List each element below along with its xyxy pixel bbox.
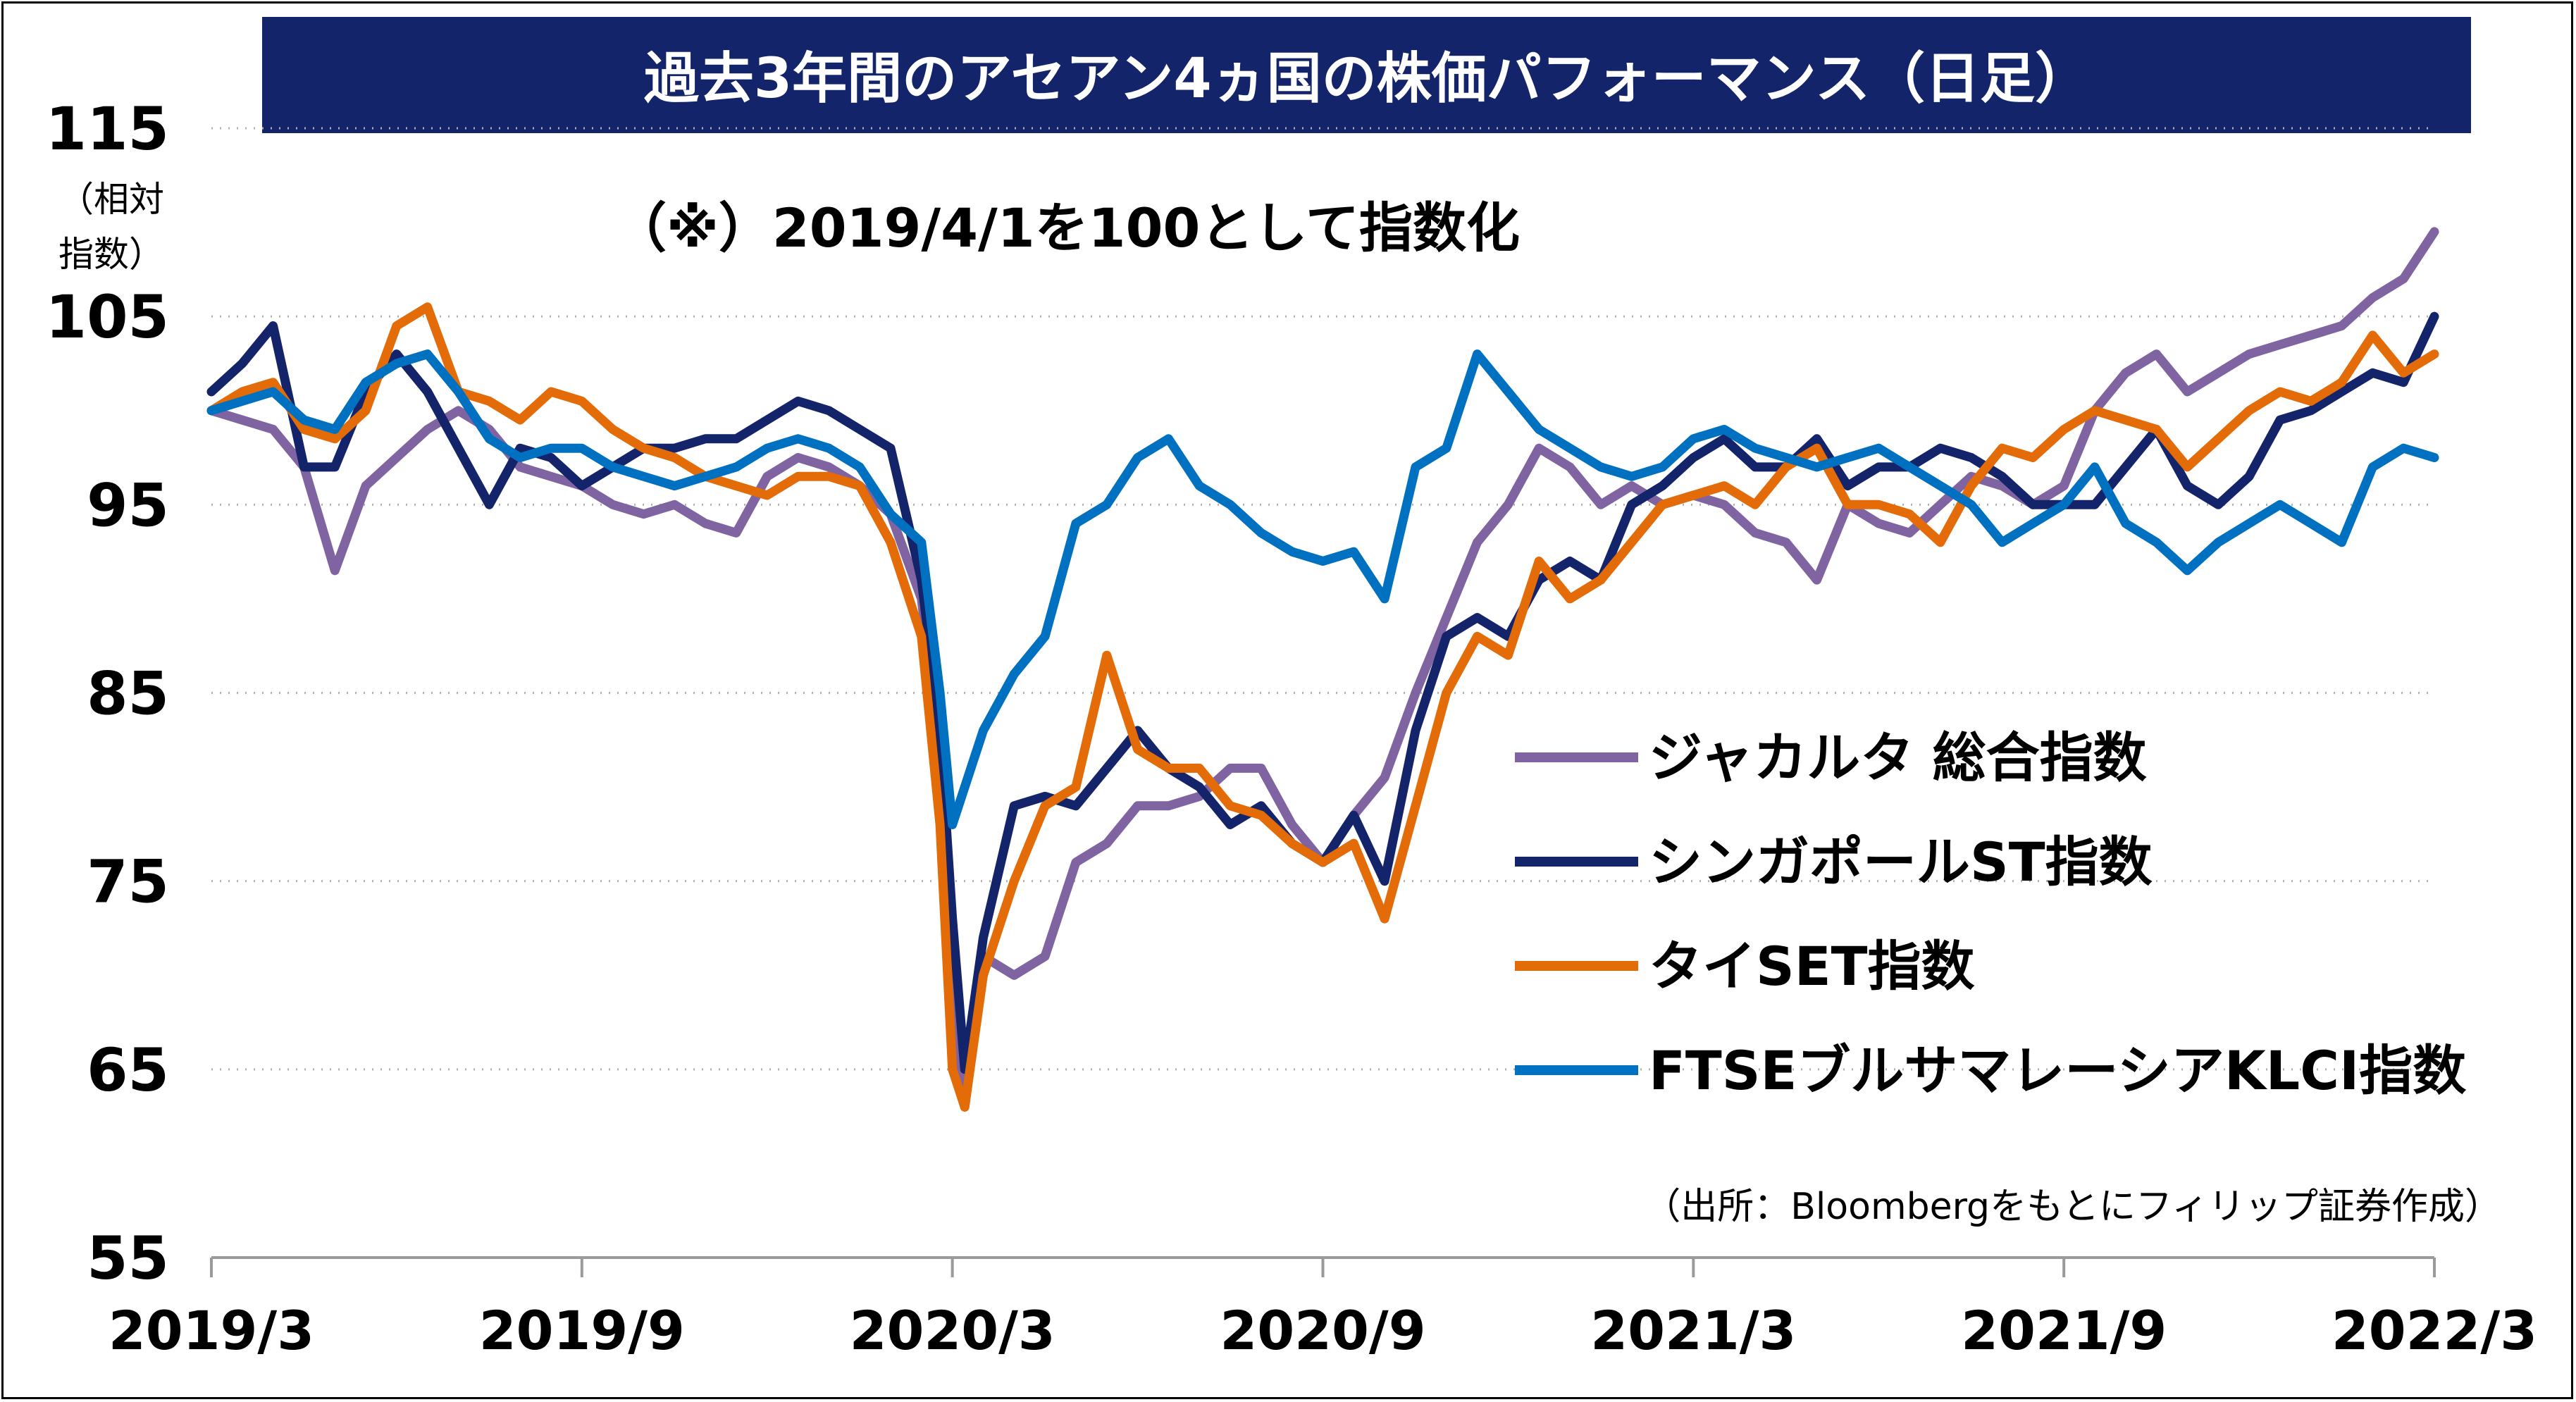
- y-tick-label: 75: [87, 848, 169, 917]
- legend-label: FTSEブルサマレーシアKLCI指数: [1649, 1039, 2466, 1102]
- y-tick-label: 115: [46, 94, 169, 163]
- y-tick-label: 95: [87, 471, 169, 540]
- series-line-2: [206, 311, 2439, 1074]
- chart-note: （※）2019/4/1を100として指数化: [613, 197, 1520, 259]
- x-tick-label: 2021/3: [1590, 1299, 1796, 1362]
- series-line-3: [206, 302, 2439, 1112]
- y-tick-label: 65: [87, 1036, 169, 1105]
- legend-label: シンガポールST指数: [1649, 831, 2153, 893]
- x-tick-label: 2022/3: [2332, 1299, 2537, 1362]
- y-axis-label-line2: 指数）: [58, 234, 164, 275]
- legend-label: ジャカルタ 総合指数: [1649, 726, 2147, 789]
- x-tick-label: 2020/3: [850, 1299, 1055, 1362]
- y-axis-label-line1: （相対: [58, 179, 164, 220]
- series-line-1: [206, 227, 2439, 1112]
- source-note: （出所：Bloombergをもとにフィリップ証券作成）: [1644, 1186, 2501, 1228]
- series-line-4: [206, 349, 2439, 829]
- x-tick-label: 2021/9: [1961, 1299, 2167, 1362]
- x-tick-label: 2020/9: [1220, 1299, 1425, 1362]
- legend-label: タイSET指数: [1649, 935, 1975, 998]
- y-tick-label: 85: [87, 659, 169, 728]
- x-tick-label: 2019/9: [479, 1299, 685, 1362]
- y-tick-label: 105: [46, 283, 169, 352]
- title-banner: [262, 17, 2471, 133]
- chart-title: 過去3年間のアセアン4ヵ国の株価パフォーマンス（日足）: [644, 47, 2090, 111]
- x-tick-label: 2019/3: [109, 1299, 314, 1362]
- y-tick-label: 55: [87, 1224, 169, 1293]
